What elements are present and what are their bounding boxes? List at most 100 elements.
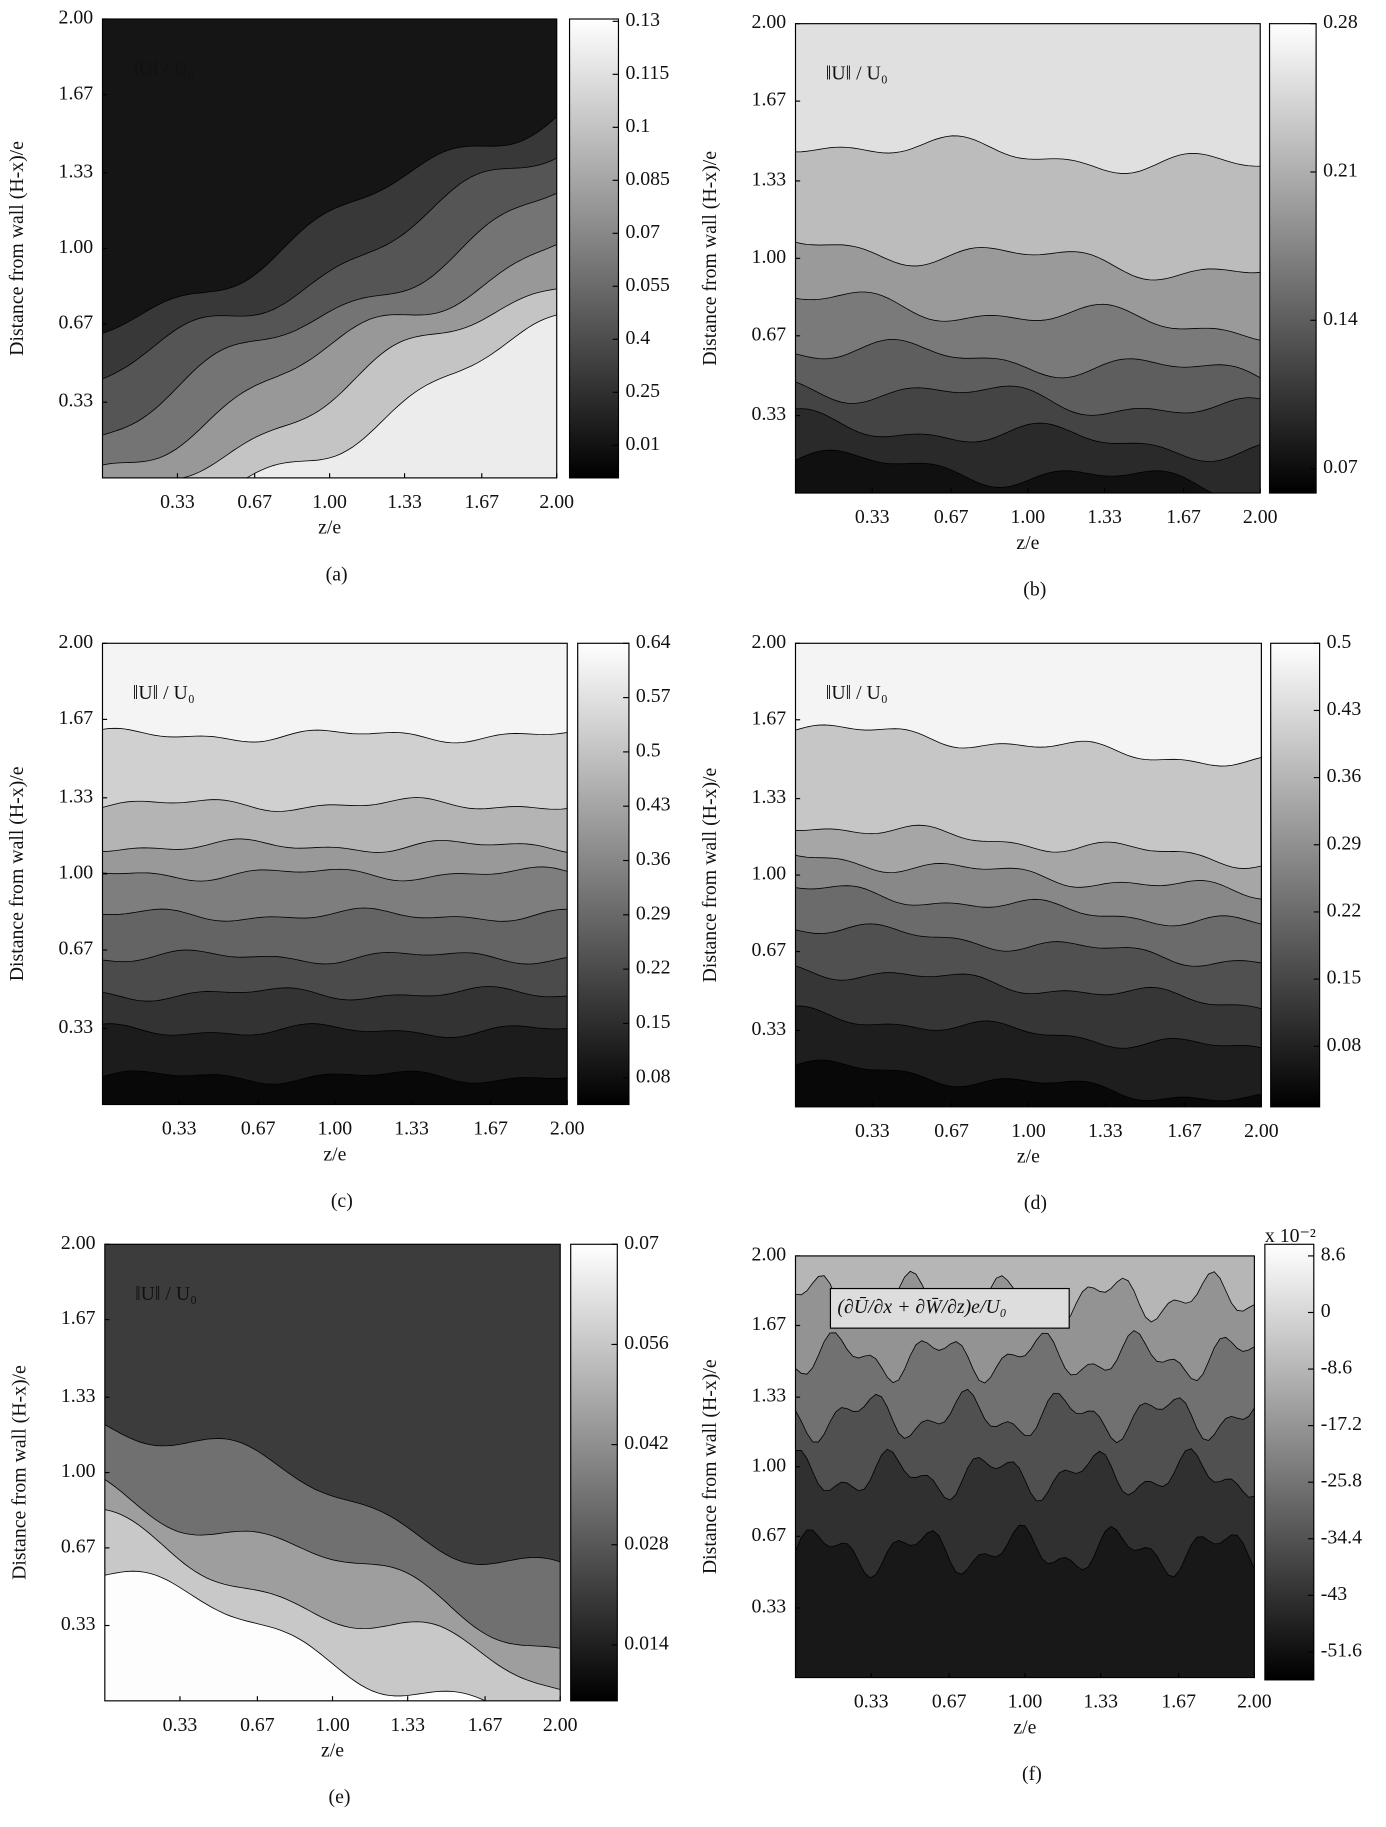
colorbar [1264,1243,1315,1681]
colorbar-tick-label: 0.01 [625,433,660,455]
x-tick-label: 1.33 [394,1118,429,1140]
x-tick-label: 1.67 [1167,1120,1202,1142]
colorbar-tick-label: 0.056 [624,1332,669,1354]
y-tick-label: 1.67 [59,707,94,729]
colorbar-tick-label: 0.07 [625,221,660,243]
x-tick-label: 2.00 [543,1714,578,1736]
x-axis-label: z/e [318,517,341,539]
y-tick-label: 2.00 [752,1243,787,1265]
panel-label: (c) [331,1190,353,1212]
contour-field [795,23,1261,494]
y-tick-label: 0.67 [59,312,94,334]
contour-field [102,19,557,478]
y-axis-label: Distance from wall (H-x)/e [9,1365,31,1580]
contour-band [104,1244,561,1565]
x-axis-label: z/e [1016,532,1039,554]
colorbar-tick-label: 0.07 [624,1232,659,1254]
y-tick-label: 1.00 [59,861,94,883]
y-tick-label: 1.67 [752,707,787,729]
colorbar-tick-label: -17.2 [1321,1413,1362,1435]
x-tick-label: 0.33 [162,1118,197,1140]
x-tick-label: 0.67 [934,1120,969,1142]
y-tick-label: 1.67 [752,89,787,111]
contour-field [102,643,568,1105]
x-tick-label: 0.67 [240,1714,275,1736]
colorbar-tick-label: 0.29 [636,902,671,924]
colorbar-tick-label: -8.6 [1321,1357,1352,1379]
annotation: ‖U‖ / U₀ [133,58,195,80]
x-tick-label: 0.67 [932,1691,967,1713]
annotation: (∂Ū/∂x + ∂W̄/∂z)e/U₀ [837,1296,1006,1318]
y-tick-label: 0.33 [752,403,787,425]
colorbar-tick-label: 0.25 [625,380,660,402]
panel: 0.33 0.67 1.00 1.33 1.67 2.00 0.33 0.67 1.00 1.33… [6,631,670,1212]
x-tick-label: 0.33 [854,1691,889,1713]
colorbar-tick-label: 0.13 [625,9,660,31]
x-tick-label: 2.00 [1244,1120,1279,1142]
panel: 0.33 0.67 1.00 1.33 1.67 2.00 0.33 0.67 1.00 1.33… [9,1232,669,1808]
x-axis-label: z/e [323,1143,346,1165]
contour-band [102,19,557,334]
colorbar-tick-label: 0.57 [636,685,671,707]
x-tick-label: 1.00 [1011,506,1046,528]
x-tick-label: 1.67 [1161,1691,1196,1713]
annotation: ‖U‖ / U₀ [826,682,888,704]
colorbar-tick-label: 8.6 [1321,1243,1346,1265]
x-tick-label: 2.00 [1237,1691,1272,1713]
y-tick-label: 0.33 [59,390,94,412]
colorbar-tick-label: 0.115 [625,62,669,84]
y-tick-label: 2.00 [59,631,94,653]
y-tick-label: 1.33 [752,168,787,190]
colorbar-tick-label: 0.43 [1327,698,1362,720]
y-axis-label: Distance from wall (H-x)/e [699,1359,721,1574]
x-tick-label: 1.67 [464,491,499,513]
colorbar-tick-label: 0.085 [625,168,670,190]
colorbar [570,1243,618,1702]
x-tick-label: 1.33 [387,491,422,513]
y-tick-label: 1.00 [61,1460,96,1482]
y-tick-label: 1.00 [752,246,787,268]
y-tick-label: 0.33 [752,1596,787,1618]
colorbar-tick-label: -34.4 [1321,1526,1362,1548]
colorbar-tick-label: -25.8 [1321,1470,1362,1492]
panel: 0.33 0.67 1.00 1.33 1.67 2.00 0.33 0.67 1.00 1.33… [699,1225,1362,1785]
x-tick-label: 1.67 [473,1118,508,1140]
colorbar [577,642,630,1106]
contour-band [102,643,568,744]
x-tick-label: 0.33 [855,1120,890,1142]
panel-label: (b) [1023,578,1046,600]
colorbar-tick-label: 0.07 [1323,456,1358,478]
x-tick-label: 0.33 [160,491,195,513]
contour-field [795,1255,1255,1678]
colorbar-tick-label: 0.22 [1327,899,1362,921]
x-tick-label: 1.00 [1011,1120,1046,1142]
y-tick-label: 1.00 [752,863,787,885]
x-axis-label: z/e [321,1740,344,1762]
colorbar-tick-label: 0.15 [636,1011,671,1033]
contour-field [104,1244,561,1701]
contour-band [795,643,1262,767]
annotation: ‖U‖ / U₀ [135,1283,197,1305]
x-tick-label: 0.67 [241,1118,276,1140]
x-tick-label: 1.33 [1088,1120,1123,1142]
x-tick-label: 1.00 [318,1118,353,1140]
x-tick-label: 1.33 [1087,506,1122,528]
colorbar-tick-label: -51.6 [1321,1639,1362,1661]
colorbar-tick-label: 0.08 [1327,1034,1362,1056]
colorbar-tick-label: 0.36 [636,848,671,870]
x-tick-label: 1.00 [1008,1691,1043,1713]
panel-label: (a) [326,563,348,585]
x-tick-label: 0.33 [855,506,890,528]
x-tick-label: 1.00 [315,1714,350,1736]
contour-band [795,23,1261,174]
y-tick-label: 0.67 [752,939,787,961]
y-tick-label: 1.00 [752,1454,787,1476]
panel: 0.33 0.67 1.00 1.33 1.67 2.00 0.33 0.67 1.00 1.33… [699,11,1358,600]
panel: 0.33 0.67 1.00 1.33 1.67 2.00 0.33 0.67 1.00 1.33… [699,631,1361,1214]
colorbar [1268,23,1317,494]
colorbar-tick-label: 0.1 [625,115,650,137]
colorbar-multiplier: x 10⁻² [1265,1225,1316,1247]
panel: 0.33 0.67 1.00 1.33 1.67 2.00 0.33 0.67 1.00 1.33… [6,7,670,586]
